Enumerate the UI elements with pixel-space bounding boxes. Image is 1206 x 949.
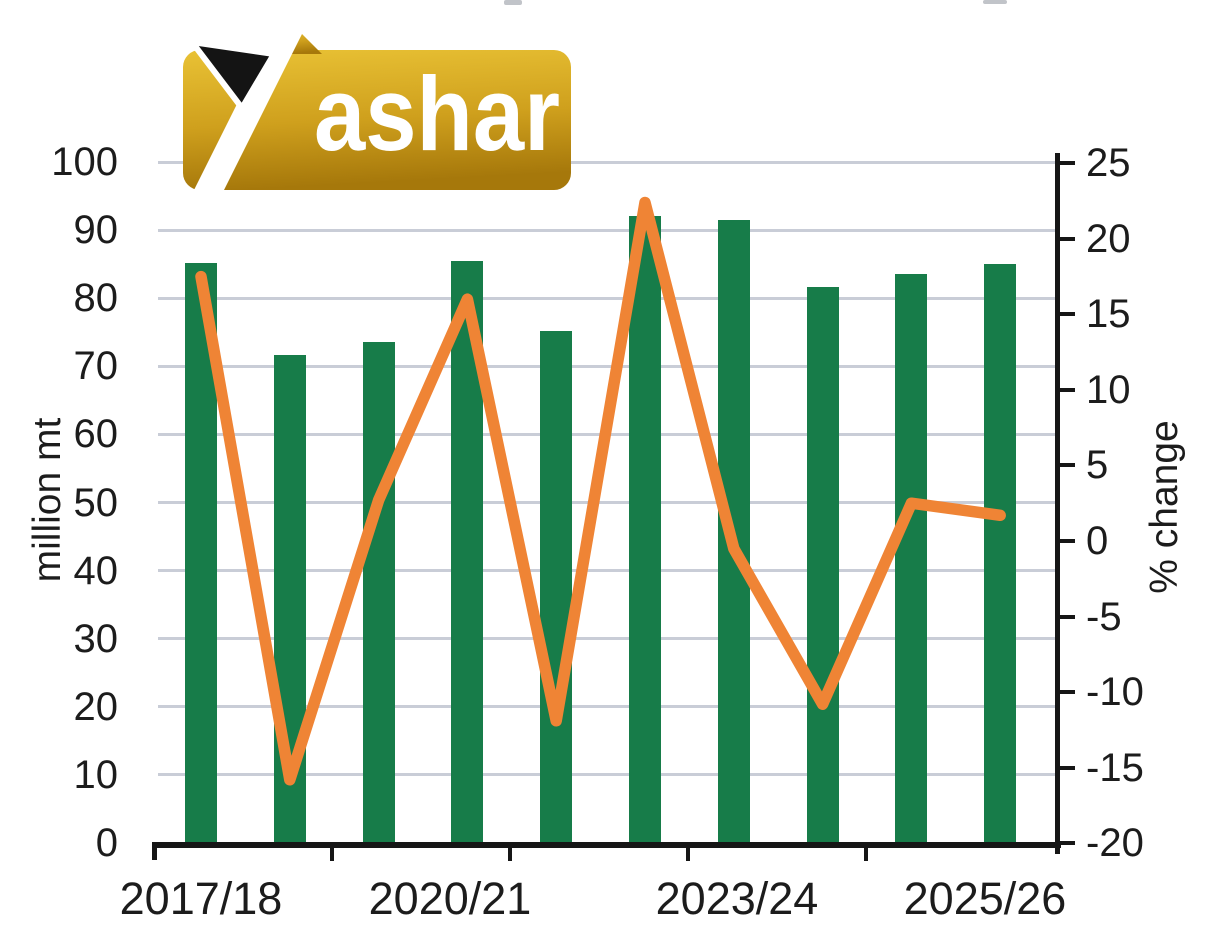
logo-wordmark-text: ashar xyxy=(314,56,560,173)
right-tick-label-0: 0 xyxy=(1086,519,1109,563)
left-tick-label-20: 20 xyxy=(73,684,119,729)
gridline-30 xyxy=(158,637,1055,641)
logo-gold-plate xyxy=(183,50,571,190)
left-tick-label-80: 80 xyxy=(73,276,119,321)
x-axis-left-end-tick xyxy=(152,842,157,860)
right-tick-label--20: -20 xyxy=(1086,821,1144,866)
right-tick-5 xyxy=(1060,463,1075,468)
right-tick-15 xyxy=(1060,312,1075,317)
right-tick--5 xyxy=(1060,614,1075,619)
left-tick-label-10: 10 xyxy=(73,752,119,797)
right-tick-20 xyxy=(1060,236,1075,241)
left-axis-title: million mt xyxy=(26,417,69,583)
x-axis-tick-1 xyxy=(508,846,512,861)
x-label-2020-21: 2020/21 xyxy=(368,873,532,924)
bar-2022/23 xyxy=(629,216,661,843)
gridline-70 xyxy=(158,364,1055,368)
cropped-title-remnant xyxy=(983,0,1007,4)
right-tick-label-20: 20 xyxy=(1086,216,1131,261)
left-tick-label-30: 30 xyxy=(73,616,119,661)
left-tick-label-90: 90 xyxy=(73,208,119,253)
bar-2021/22 xyxy=(540,330,573,843)
logo-y-triangle-icon xyxy=(185,37,279,114)
x-axis-tick-2 xyxy=(686,846,690,861)
right-tick-0 xyxy=(1060,539,1075,543)
x-axis-tick-3 xyxy=(864,846,868,861)
right-tick-label-25: 25 xyxy=(1086,141,1131,186)
gridline-80 xyxy=(158,296,1055,300)
left-tick-label-70: 70 xyxy=(73,344,119,389)
gridline-10 xyxy=(158,773,1055,777)
left-tick-label-60: 60 xyxy=(73,412,119,457)
right-tick-label--15: -15 xyxy=(1086,745,1144,790)
left-tick-label-40: 40 xyxy=(73,548,119,593)
right-tick--20 xyxy=(1060,841,1075,846)
pct-change-line xyxy=(195,196,1006,786)
right-tick-label--10: -10 xyxy=(1086,670,1144,715)
right-tick-10 xyxy=(1060,387,1075,392)
bar-2026/27 xyxy=(984,264,1017,843)
x-axis-tick-0 xyxy=(330,846,334,861)
right-tick-label-5: 5 xyxy=(1086,443,1109,488)
x-label-2025-26: 2025/26 xyxy=(903,873,1067,924)
right-tick-label-15: 15 xyxy=(1086,292,1131,337)
left-tick-label-0: 0 xyxy=(95,821,118,865)
right-tick--10 xyxy=(1060,690,1075,695)
right-tick-label--5: -5 xyxy=(1086,594,1122,639)
x-axis-line xyxy=(152,842,1061,848)
right-axis-title: % change xyxy=(1143,420,1186,594)
gridline-20 xyxy=(158,705,1055,709)
x-label-2017-18: 2017/18 xyxy=(119,873,283,924)
gridline-90 xyxy=(158,228,1055,232)
left-tick-label-100: 100 xyxy=(51,140,118,184)
gridline-50 xyxy=(158,501,1055,504)
right-tick--15 xyxy=(1060,765,1075,770)
x-label-2023-24: 2023/24 xyxy=(655,873,819,924)
cropped-title-remnant xyxy=(504,0,522,5)
right-tick-25 xyxy=(1060,161,1075,166)
yashar-logo: ashar xyxy=(183,28,571,190)
left-tick-label-50: 50 xyxy=(73,480,119,525)
bar-2024/25 xyxy=(806,287,839,843)
right-y-axis-line xyxy=(1055,153,1060,854)
right-tick-label-10: 10 xyxy=(1086,367,1131,412)
logo-y-slash xyxy=(194,28,305,190)
gridline-100 xyxy=(158,160,1055,164)
bar-2025/26 xyxy=(895,273,928,843)
bar-2019/20 xyxy=(362,341,395,843)
gridline-40 xyxy=(158,569,1055,573)
